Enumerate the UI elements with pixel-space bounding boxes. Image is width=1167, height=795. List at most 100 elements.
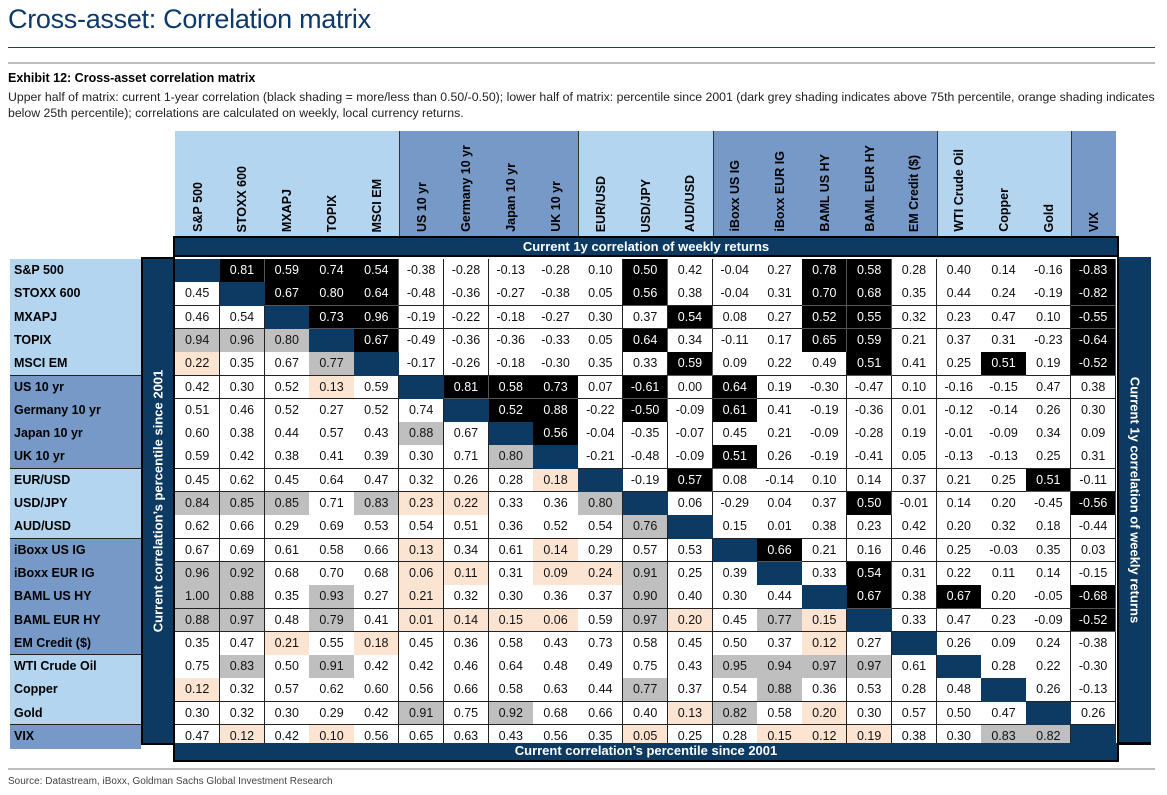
correlation-cell: 0.22 [936, 561, 982, 586]
correlation-cell: -0.45 [1026, 492, 1072, 516]
percentile-cell: 0.45 [712, 608, 758, 633]
column-header-label: WTI Crude Oil [952, 149, 967, 232]
correlation-cell: 0.58 [488, 375, 534, 400]
percentile-cell: 0.01 [399, 608, 445, 633]
correlation-cell: -0.35 [623, 422, 669, 446]
row-group-divider [10, 537, 141, 539]
percentile-cell: 0.88 [757, 678, 803, 703]
correlation-cell: -0.52 [1071, 352, 1117, 376]
correlation-cell: -0.19 [802, 445, 848, 470]
row-label-japan-10-yr: Japan 10 yr [10, 422, 141, 446]
correlation-cell: -0.01 [891, 492, 938, 516]
correlation-cell: -0.26 [443, 352, 490, 376]
percentile-cell: 0.77 [757, 608, 803, 633]
diagonal-cell [802, 585, 848, 609]
header-group-divider [1071, 131, 1072, 236]
diagonal-cell [219, 282, 266, 307]
diagonal-cell [981, 678, 1027, 703]
row-label-eur-usd: EUR/USD [10, 468, 141, 493]
percentile-cell: 0.61 [488, 538, 534, 563]
column-header-gold: Gold [1026, 131, 1072, 236]
correlation-cell: 0.20 [981, 492, 1027, 516]
correlation-cell: -0.36 [847, 398, 893, 423]
correlation-cell: -0.41 [847, 445, 893, 470]
correlation-cell: -0.21 [578, 445, 624, 470]
correlation-cell: -0.48 [623, 445, 669, 470]
correlation-cell: 0.52 [802, 305, 848, 330]
percentile-cell: 0.80 [264, 328, 310, 353]
column-header-aud-usd: AUD/USD [667, 131, 714, 236]
percentile-cell: 0.54 [712, 678, 758, 703]
correlation-cell: -0.19 [1026, 282, 1072, 307]
column-header-label: Germany 10 yr [459, 145, 474, 232]
correlation-cell: 0.21 [936, 468, 982, 493]
column-header-eur-usd: EUR/USD [578, 131, 624, 236]
percentile-cell: 0.40 [623, 701, 669, 726]
correlation-cell: -0.36 [488, 328, 534, 353]
correlation-cell: -0.14 [981, 398, 1027, 423]
correlation-cell: -0.15 [981, 375, 1027, 400]
correlation-cell: 0.74 [309, 259, 355, 283]
correlation-cell: 0.07 [578, 375, 624, 400]
percentile-cell: 0.68 [533, 701, 579, 726]
percentile-cell: 0.66 [443, 678, 490, 703]
correlation-cell: -0.50 [623, 398, 669, 423]
correlation-cell: -0.19 [623, 468, 669, 493]
correlation-cell: -0.28 [847, 422, 893, 446]
correlation-cell: 0.26 [1071, 701, 1117, 726]
correlation-cell: -0.27 [488, 282, 534, 307]
percentile-cell: 0.41 [354, 608, 400, 633]
column-header-usd-jpy: USD/JPY [623, 131, 669, 236]
correlation-cell: 0.01 [891, 398, 938, 423]
percentile-cell: 0.22 [443, 492, 490, 516]
correlation-cell: 0.35 [578, 352, 624, 376]
percentile-cell: 0.06 [533, 608, 579, 633]
percentile-cell: 0.33 [488, 492, 534, 516]
correlation-cell: 0.04 [757, 492, 803, 516]
percentile-cell: 0.85 [264, 492, 310, 516]
correlation-cell: 0.54 [667, 305, 714, 330]
correlation-cell: -0.19 [399, 305, 445, 330]
correlation-cell: 0.64 [623, 328, 669, 353]
correlation-cell: 0.00 [667, 375, 714, 400]
diagonal-cell [667, 515, 714, 540]
percentile-cell: 0.50 [936, 701, 982, 726]
percentile-cell: 0.36 [488, 515, 534, 540]
percentile-cell: 0.96 [219, 328, 266, 353]
percentile-cell: 0.39 [712, 561, 758, 586]
percentile-cell: 0.95 [712, 655, 758, 679]
header-group-divider [712, 131, 714, 236]
percentile-cell: 0.74 [399, 398, 445, 423]
percentile-cell: 0.55 [309, 631, 355, 656]
correlation-cell: -0.22 [578, 398, 624, 423]
percentile-cell: 0.97 [623, 608, 669, 633]
correlation-cell: 0.05 [578, 282, 624, 307]
correlation-cell: 0.17 [757, 328, 803, 353]
percentile-cell: 0.43 [354, 422, 400, 446]
column-header-us-10-yr: US 10 yr [399, 131, 445, 236]
diagonal-cell [399, 375, 445, 400]
diagonal-cell [891, 631, 938, 656]
column-header-label: EM Credit ($) [907, 154, 922, 232]
correlation-cell: 0.14 [981, 259, 1027, 283]
percentile-cell: 0.13 [309, 375, 355, 400]
percentile-cell: 0.67 [443, 422, 490, 446]
percentile-cell: 0.22 [175, 352, 221, 376]
correlation-cell: -0.13 [981, 445, 1027, 470]
percentile-cell: 0.36 [443, 631, 490, 656]
correlation-cell: 0.67 [354, 328, 400, 353]
percentile-cell: 0.42 [354, 701, 400, 726]
correlation-cell: 0.58 [847, 259, 893, 283]
top-band-label: Current 1y correlation of weekly returns [173, 236, 1119, 257]
correlation-cell: -0.09 [667, 445, 714, 470]
row-label-wti-crude-oil: WTI Crude Oil [10, 655, 141, 679]
correlation-cell: 0.31 [981, 328, 1027, 353]
percentile-cell: 0.43 [667, 655, 714, 679]
correlation-cell: -0.18 [488, 305, 534, 330]
correlation-cell: 0.47 [1026, 375, 1072, 400]
row-label-iboxx-eur-ig: iBoxx EUR IG [10, 561, 141, 586]
percentile-cell: 0.96 [175, 561, 221, 586]
correlation-cell: -0.30 [533, 352, 579, 376]
percentile-cell: 0.77 [623, 678, 669, 703]
percentile-cell: 0.32 [219, 678, 266, 703]
